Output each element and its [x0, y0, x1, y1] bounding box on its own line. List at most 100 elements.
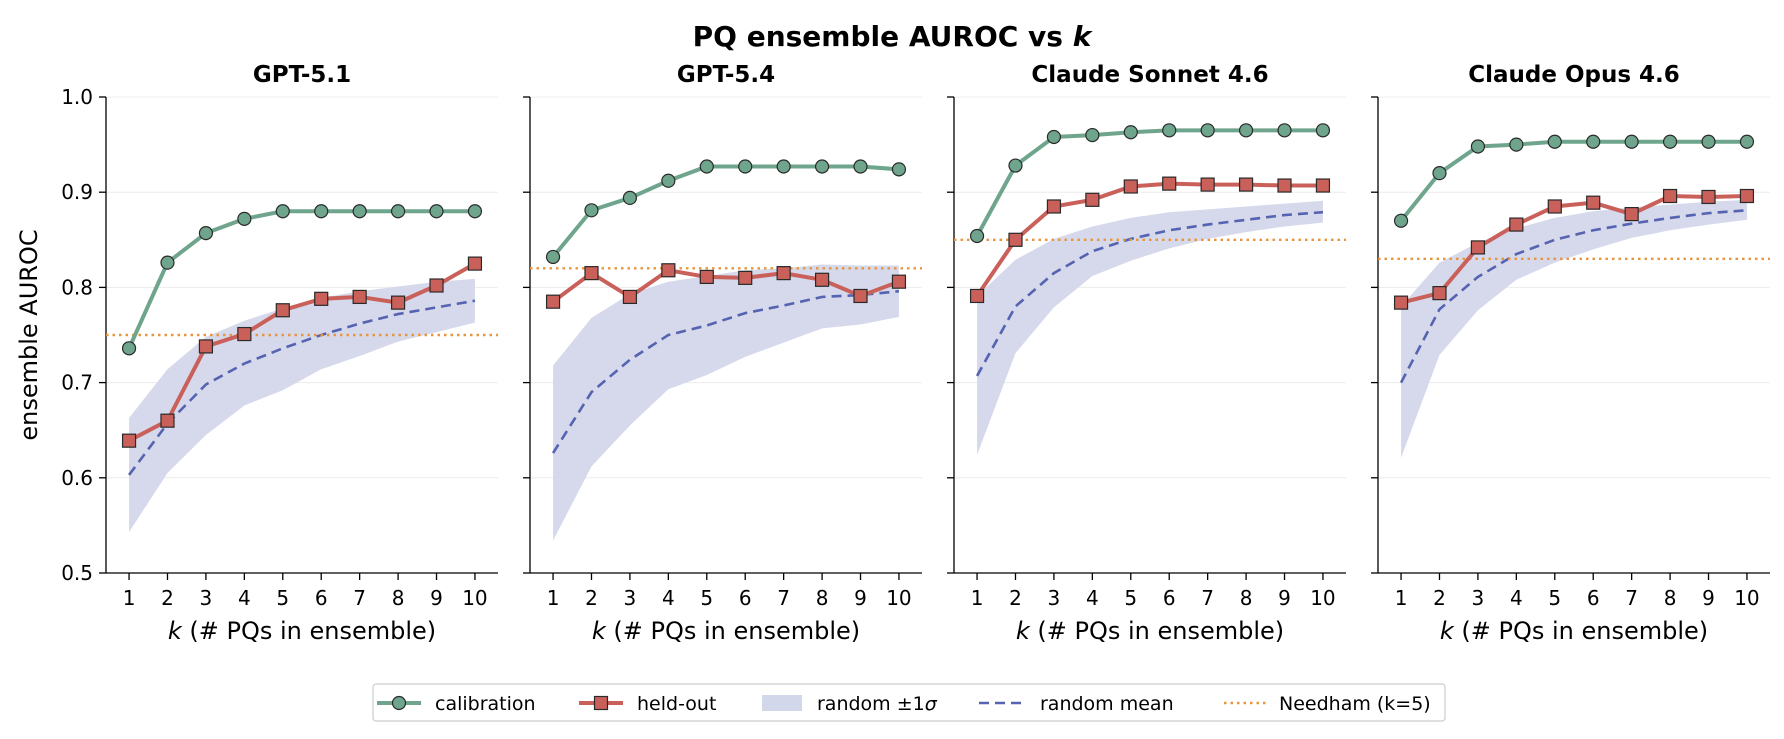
calibration-line	[127, 209, 475, 350]
x-axis-label-var: k	[592, 617, 607, 645]
calibration-point	[1432, 166, 1447, 181]
x-axis-label: k (# PQs in ensemble)	[1440, 617, 1708, 645]
calibration-point	[1739, 134, 1755, 149]
y-tick-label: 0.8	[61, 275, 93, 299]
calibration-point	[198, 226, 214, 241]
calibration-point	[661, 173, 676, 188]
x-tick-label: 6	[1163, 586, 1176, 610]
heldout-point	[1008, 232, 1023, 247]
x-tick-label: 3	[624, 586, 637, 610]
calibration-point	[1509, 137, 1524, 152]
calibration-point	[814, 159, 830, 174]
x-tick-label: 8	[1240, 586, 1253, 610]
x-tick-label: 9	[854, 586, 867, 610]
legend-label: random mean	[1040, 693, 1174, 715]
random-band	[977, 200, 1323, 455]
heldout-point	[1085, 192, 1100, 207]
panel-title: Claude Sonnet 4.6	[1031, 62, 1268, 88]
random-mean-line	[128, 299, 476, 476]
calibration-point	[891, 162, 907, 177]
random-mean-line	[551, 289, 900, 454]
heldout-point	[314, 291, 329, 306]
x-axis-label: k (# PQs in ensemble)	[592, 617, 860, 645]
panel-gpt-5-1: GPT-5.1 0.5 0.6 0.7 0.8 0.9 1.0 1 2 3 4 5 6 7 8 9 10 k (#…	[61, 62, 498, 645]
calibration-point	[1008, 158, 1023, 173]
heldout-point	[891, 274, 907, 289]
x-axis-label: k (# PQs in ensemble)	[168, 617, 436, 645]
calibration-point	[1662, 134, 1678, 149]
heldout-point	[1200, 177, 1215, 192]
random-mean-line	[1399, 208, 1748, 384]
x-tick-label: 4	[1510, 586, 1523, 610]
heldout-point	[1393, 295, 1409, 310]
legend-label-text: random mean	[1040, 693, 1174, 715]
calibration-point	[237, 211, 252, 226]
calibration-point	[1085, 127, 1100, 143]
x-tick-label: 9	[1702, 586, 1715, 610]
calibration-line	[1399, 139, 1747, 223]
heldout-point	[622, 289, 638, 305]
calibration-point	[121, 341, 137, 356]
calibration-point	[314, 204, 329, 219]
calibration-point	[1586, 134, 1601, 149]
x-tick-label: 2	[585, 586, 598, 610]
heldout-point	[467, 256, 483, 271]
calibration-point	[429, 204, 444, 219]
calibration-point	[1701, 134, 1716, 149]
calibration-point	[1200, 123, 1215, 138]
random-band	[1401, 199, 1747, 458]
heldout-point	[545, 294, 561, 309]
y-tick-label: 0.9	[61, 180, 93, 204]
x-tick-label: 8	[392, 586, 405, 610]
heldout-point	[1509, 217, 1524, 232]
heldout-point	[1662, 188, 1678, 204]
x-tick-label: 7	[353, 586, 366, 610]
x-tick-label: 6	[739, 586, 752, 610]
panel-claude-sonnet-4-6: Claude Sonnet 4.6 1 2 3 4 5 6 7 8 9 10 k (# PQs in …	[947, 62, 1346, 645]
legend-heldout-marker	[593, 695, 609, 711]
heldout-point	[1123, 179, 1138, 194]
calibration-point	[738, 159, 753, 174]
legend-item-held-out: held-out	[579, 693, 716, 715]
calibration-point	[1470, 139, 1486, 154]
panel-gpt-5-4: GPT-5.4 1 2 3 4 5 6 7 8 9 10 k (# PQs in ensemble)	[523, 62, 922, 645]
legend-item-random-1: random ±1σ	[762, 693, 938, 715]
calibration-line	[975, 128, 1323, 237]
heldout-point	[814, 272, 830, 287]
x-tick-label: 3	[200, 586, 213, 610]
x-tick-label: 10	[462, 586, 487, 610]
heldout-point	[160, 413, 175, 428]
heldout-point	[1238, 177, 1254, 192]
heldout-point	[1547, 199, 1562, 214]
heldout-point	[1315, 178, 1331, 193]
heldout-point	[661, 263, 676, 278]
y-tick-label: 0.5	[61, 561, 93, 585]
calibration-point	[1393, 213, 1409, 228]
x-axis-label-text: (# PQs in ensemble)	[606, 617, 860, 645]
x-axis-label: k (# PQs in ensemble)	[1016, 617, 1284, 645]
x-tick-label: 4	[662, 586, 675, 610]
heldout-line	[551, 268, 900, 304]
calibration-point	[776, 159, 791, 174]
legend-item-needham-k-5: Needham (k=5)	[1224, 693, 1431, 715]
figure-title: PQ ensemble AUROC vs k	[693, 20, 1094, 53]
x-tick-label: 10	[886, 586, 911, 610]
heldout-point	[1432, 286, 1447, 301]
heldout-point	[352, 289, 367, 305]
legend-label-symbol: σ	[925, 693, 938, 715]
calibration-point	[699, 159, 714, 174]
x-tick-label: 6	[1587, 586, 1600, 610]
heldout-point	[275, 303, 290, 318]
heldout-point	[1162, 176, 1177, 191]
calibration-point	[467, 204, 483, 219]
random-mean-line	[975, 210, 1324, 377]
heldout-line	[975, 181, 1323, 298]
heldout-point	[1046, 199, 1062, 214]
heldout-point	[429, 278, 444, 293]
x-tick-label: 2	[1433, 586, 1446, 610]
legend-frame	[372, 683, 1446, 722]
calibration-point	[275, 204, 290, 219]
x-tick-label: 10	[1310, 586, 1335, 610]
calibration-point	[622, 190, 638, 206]
